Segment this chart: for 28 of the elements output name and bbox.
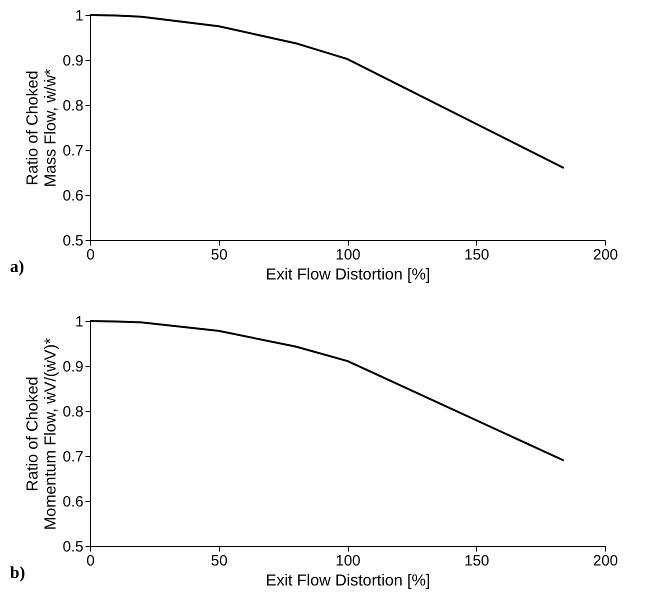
y-axis-title: Ratio of Choked Mass Flow, ẇ/ẇ* [24, 68, 60, 188]
y-tick-label: 0.8 [62, 404, 84, 420]
y-tick-label: 1 [75, 8, 84, 24]
x-tick-label: 200 [592, 552, 618, 570]
x-tick-label: 100 [335, 552, 361, 570]
x-tick-label: 200 [592, 246, 618, 264]
y-tick-label: 0.5 [62, 232, 84, 250]
y-tick-label: 0.7 [62, 448, 84, 466]
y-axis-title: Ratio of Choked Momentum Flow, ẇV/(ẇV)* [24, 338, 60, 530]
text: b) [10, 563, 26, 582]
x-tick-label: 50 [210, 246, 228, 264]
y-tick-label: 0.8 [62, 98, 84, 114]
x-tick-label: 150 [464, 552, 490, 570]
y-tick-label: 0.5 [62, 538, 84, 556]
y-tick-label: 0.9 [62, 52, 84, 70]
x-axis-title: Exit Flow Distortion [%] [266, 572, 430, 590]
y-tick-label: 0.7 [62, 142, 84, 160]
x-tick-label: 0 [86, 246, 95, 264]
x-tick-label: 50 [210, 552, 228, 570]
y-tick-label: 0.9 [62, 358, 84, 376]
text: a) [10, 257, 24, 276]
x-tick-label: 100 [335, 246, 361, 264]
x-axis-title: Exit Flow Distortion [%] [266, 266, 430, 284]
x-tick-label: 0 [86, 552, 95, 570]
y-tick-label: 0.6 [62, 494, 84, 510]
x-tick-label: 150 [464, 246, 490, 264]
y-tick-label: 1 [75, 314, 84, 330]
y-tick-label: 0.6 [62, 188, 84, 204]
